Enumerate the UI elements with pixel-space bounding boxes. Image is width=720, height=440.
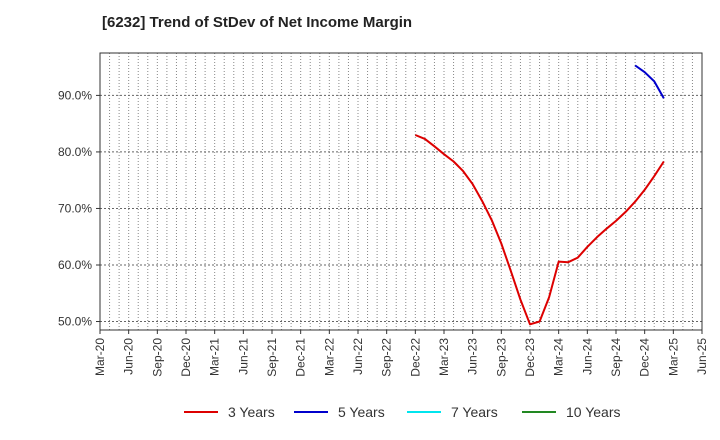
legend-label-3-years: 3 Years <box>228 404 275 420</box>
x-tick-label: Mar-25 <box>666 338 680 376</box>
x-tick-label: Sep-21 <box>265 338 279 377</box>
series-line-5-years <box>634 64 665 99</box>
plot-frame <box>99 52 703 331</box>
y-tick-label: 60.0% <box>58 258 92 272</box>
series-layer <box>414 64 665 326</box>
y-tick-label: 50.0% <box>58 315 92 329</box>
x-tick-label: Dec-24 <box>638 338 652 377</box>
legend-item-7-years: 7 Years <box>407 404 498 420</box>
x-tick-label: Sep-23 <box>494 338 508 377</box>
legend-item-3-years: 3 Years <box>184 404 275 420</box>
grid-layer <box>100 53 702 330</box>
x-tick-label: Dec-22 <box>408 338 422 377</box>
legend-item-10-years: 10 Years <box>522 404 621 420</box>
y-tick-label: 80.0% <box>58 145 92 159</box>
x-tick-label: Jun-21 <box>236 338 250 375</box>
x-tick-label: Jun-23 <box>466 338 480 375</box>
chart-area: 50.0% 60.0% 70.0% 80.0% 90.0% Mar-20 Jun-20 Sep… <box>58 52 709 377</box>
y-tick-label: 70.0% <box>58 201 92 215</box>
x-tick-label: Jun-24 <box>580 338 594 375</box>
legend-label-5-years: 5 Years <box>338 404 385 420</box>
x-tick-label: Sep-22 <box>380 338 394 377</box>
x-tick-label: Mar-23 <box>437 338 451 376</box>
x-tick-label: Jun-20 <box>122 338 136 375</box>
x-tick-label: Mar-20 <box>93 338 107 376</box>
legend-swatch-3-years <box>184 411 218 413</box>
x-tick-label: Sep-24 <box>609 338 623 377</box>
legend: 3 Years 5 Years 7 Years 10 Years <box>0 404 720 428</box>
series-line-3-years <box>414 134 665 326</box>
x-tick-label: Mar-22 <box>322 338 336 376</box>
x-tick-label: Dec-21 <box>294 338 308 377</box>
legend-swatch-10-years <box>522 411 556 413</box>
chart-title: [6232] Trend of StDev of Net Income Marg… <box>102 14 413 31</box>
legend-swatch-5-years <box>294 411 328 413</box>
axis-layer: 50.0% 60.0% 70.0% 80.0% 90.0% Mar-20 Jun-20 Sep… <box>58 52 709 377</box>
x-tick-label: Jun-25 <box>695 338 709 375</box>
x-tick-label: Sep-20 <box>150 338 164 377</box>
legend-swatch-7-years <box>407 411 441 413</box>
legend-label-10-years: 10 Years <box>566 404 621 420</box>
x-tick-label: Jun-22 <box>351 338 365 375</box>
legend-label-7-years: 7 Years <box>451 404 498 420</box>
x-tick-label: Dec-23 <box>523 338 537 377</box>
x-tick-label: Mar-21 <box>208 338 222 376</box>
x-tick-label: Mar-24 <box>552 338 566 376</box>
x-tick-label: Dec-20 <box>179 338 193 377</box>
legend-item-5-years: 5 Years <box>294 404 385 420</box>
y-tick-label: 90.0% <box>58 88 92 102</box>
